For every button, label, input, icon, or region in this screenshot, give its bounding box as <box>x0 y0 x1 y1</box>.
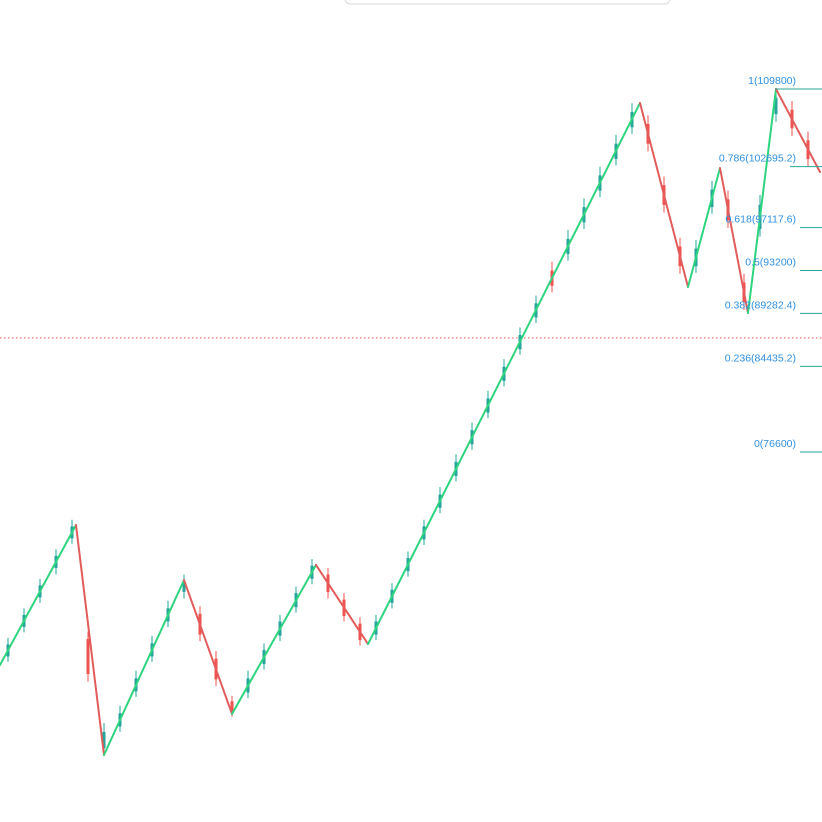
fib-level-label: 1(109800) <box>748 75 796 87</box>
candle-body <box>182 582 186 592</box>
zigzag-segment <box>775 88 821 173</box>
candle-body <box>230 701 234 712</box>
candle-body <box>102 731 106 749</box>
fib-level-label: 0.382(89282.4) <box>725 299 796 311</box>
candle-body <box>774 97 778 115</box>
fib-level-label: 0.618(97117.6) <box>726 214 796 226</box>
zigzag-segment <box>719 167 749 315</box>
fib-level-label: 0.5(93200) <box>745 257 796 269</box>
zigzag-segment <box>687 167 721 289</box>
fib-level-label: 0.236(84435.2) <box>725 352 796 364</box>
fib-level-label: 0.786(102695.2) <box>719 153 796 165</box>
fib-level-label: 0(76600) <box>754 438 796 450</box>
zigzag-segment <box>75 524 105 756</box>
zigzag-segment <box>183 579 233 715</box>
zigzag-segment <box>367 101 641 645</box>
zigzag-segment <box>315 563 369 645</box>
zigzag-segment <box>231 563 317 715</box>
candle-body <box>86 638 90 674</box>
zigzag-segment <box>0 524 77 666</box>
zigzag-segment <box>747 88 777 315</box>
zigzag-segment <box>639 101 689 289</box>
zigzag-segment <box>103 579 185 756</box>
top-toolbar[interactable] <box>344 0 671 5</box>
